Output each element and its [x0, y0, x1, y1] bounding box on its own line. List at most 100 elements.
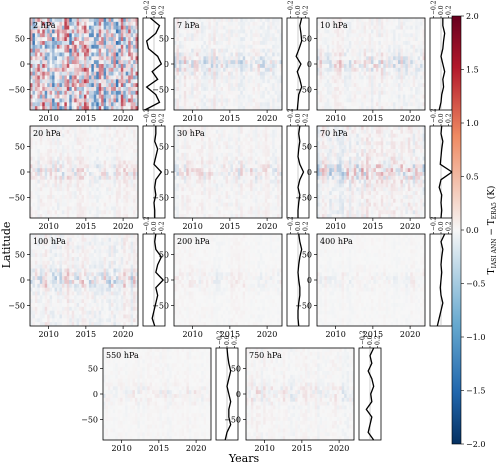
heatmap-cell	[135, 168, 139, 173]
heatmap-cell	[34, 214, 38, 219]
heatmap-cell	[193, 214, 197, 219]
heatmap-cell	[101, 48, 104, 53]
heatmap-cell	[54, 18, 58, 23]
heatmap-cell	[186, 25, 190, 30]
heatmap-cell	[262, 41, 266, 46]
heatmap-cell	[339, 71, 342, 76]
heatmap-cell	[183, 183, 187, 188]
heatmap-cell	[69, 106, 73, 111]
heatmap-cell	[96, 187, 100, 192]
heatmap-cell	[257, 29, 261, 34]
heatmap-cell	[188, 52, 192, 57]
heatmap-cell	[64, 64, 68, 69]
heatmap-cell	[210, 129, 214, 134]
heatmap-cell	[61, 156, 65, 161]
heatmap-cell	[220, 198, 224, 203]
heatmap-cell	[30, 90, 33, 95]
heatmap-cell	[215, 106, 219, 111]
heatmap-cell	[52, 129, 55, 134]
heatmap-cell	[125, 56, 129, 61]
heatmap-cell	[371, 37, 374, 42]
heatmap-cell	[257, 64, 261, 69]
heatmap-cell	[59, 187, 63, 192]
heatmap-cell	[191, 102, 194, 107]
heatmap-cell	[130, 152, 134, 157]
heatmap-cell	[203, 44, 207, 49]
heatmap-cell	[201, 152, 204, 157]
heatmap-cell	[174, 164, 177, 169]
heatmap-cell	[69, 67, 73, 72]
heatmap-cell	[245, 41, 248, 46]
heatmap-cell	[52, 25, 55, 30]
heatmap-cell	[417, 60, 421, 65]
heatmap-cell	[257, 98, 261, 103]
heatmap-cell	[174, 152, 177, 157]
heatmap-cell	[81, 183, 85, 188]
heatmap-cell	[213, 33, 217, 38]
heatmap-cell	[113, 98, 117, 103]
heatmap-cell	[398, 94, 401, 99]
heatmap-cell	[74, 175, 77, 180]
heatmap-cell	[205, 60, 209, 65]
heatmap-cell	[44, 183, 48, 188]
heatmap-cell	[96, 75, 100, 80]
heatmap-cell	[93, 106, 97, 111]
heatmap-cell	[205, 75, 209, 80]
heatmap-cell	[64, 164, 68, 169]
heatmap-cell	[259, 94, 263, 99]
heatmap-cell	[380, 48, 384, 53]
heatmap-cell	[230, 179, 234, 184]
heatmap-cell	[228, 187, 231, 192]
heatmap-cell	[101, 37, 104, 42]
heatmap-cell	[373, 83, 377, 88]
heatmap-cell	[106, 79, 109, 84]
heatmap-cell	[133, 126, 136, 131]
heatmap-cell	[118, 94, 122, 99]
heatmap-cell	[267, 90, 271, 95]
heatmap-cell	[93, 29, 97, 34]
heatmap-cell	[174, 175, 177, 180]
heatmap-cell	[188, 179, 192, 184]
heatmap-cell	[228, 48, 231, 53]
heatmap-cell	[188, 44, 192, 49]
heatmap-cell	[257, 37, 261, 42]
heatmap-cell	[218, 98, 221, 103]
heatmap-cell	[49, 191, 53, 196]
heatmap-cell	[130, 102, 134, 107]
heatmap-cell	[191, 56, 194, 61]
heatmap-cell	[49, 156, 53, 161]
heatmap-cell	[59, 179, 63, 184]
heatmap-cell	[220, 214, 224, 219]
heatmap-cell	[225, 64, 229, 69]
heatmap-cell	[230, 83, 234, 88]
heatmap-cell	[269, 52, 273, 57]
heatmap-cell	[393, 21, 396, 26]
heatmap-cell	[215, 198, 219, 203]
heatmap-cell	[235, 206, 239, 211]
heatmap-cell	[400, 37, 404, 42]
heatmap-cell	[402, 44, 406, 49]
heatmap-cell	[203, 164, 207, 169]
heatmap-cell	[49, 44, 53, 49]
heatmap-cell	[44, 145, 48, 150]
heatmap-cell	[32, 64, 36, 69]
heatmap-cell	[103, 179, 107, 184]
heatmap-cell	[176, 79, 180, 84]
heatmap-cell	[420, 75, 423, 80]
heatmap-cell	[98, 67, 102, 72]
heatmap-cell	[34, 175, 38, 180]
heatmap-cell	[81, 214, 85, 219]
heatmap-cell	[61, 133, 65, 138]
heatmap-cell	[215, 25, 219, 30]
heatmap-cell	[371, 52, 374, 57]
heatmap-cell	[366, 64, 369, 69]
heatmap-cell	[188, 145, 192, 150]
heatmap-cell	[174, 206, 177, 211]
heatmap-cell	[106, 98, 109, 103]
heatmap-cell	[133, 160, 136, 165]
heatmap-cell	[262, 102, 266, 107]
heatmap-cell	[257, 106, 261, 111]
heatmap-cell	[130, 106, 134, 111]
heatmap-cell	[201, 18, 204, 23]
heatmap-cell	[93, 94, 97, 99]
